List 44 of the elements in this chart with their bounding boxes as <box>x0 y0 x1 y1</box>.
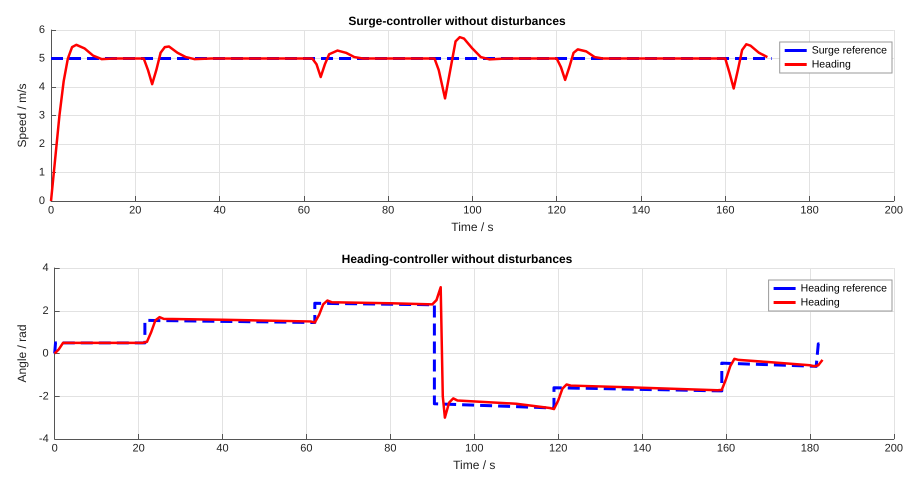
x-tick-label: 180 <box>800 442 820 454</box>
chart-title: Heading-controller without disturbances <box>342 252 573 266</box>
y-tick-label: 2 <box>42 304 49 317</box>
x-tick-label: 40 <box>213 204 226 216</box>
x-tick-label: 120 <box>548 204 566 216</box>
x-tick-label: 200 <box>884 442 904 454</box>
y-tick-label: 2 <box>38 138 46 150</box>
x-tick-label: 140 <box>632 442 652 454</box>
y-tick-label: 4 <box>38 81 46 93</box>
line-series <box>50 36 769 202</box>
chart-title: Surge-controller without disturbances <box>348 14 566 28</box>
x-tick-label: 0 <box>52 442 58 454</box>
x-tick-label: 80 <box>382 204 394 216</box>
y-tick-label: 4 <box>42 262 49 274</box>
x-tick-label: 60 <box>298 204 310 216</box>
x-tick-label: 20 <box>129 204 142 216</box>
legend-label: Heading <box>800 296 840 308</box>
y-tick-label: 5 <box>38 52 46 64</box>
y-axis-title: Speed / m/s <box>15 83 29 148</box>
x-tick-label: 200 <box>884 204 904 216</box>
x-tick-label: 60 <box>300 442 313 454</box>
legend-label: Heading reference <box>800 282 888 294</box>
y-tick-label: -4 <box>38 433 49 445</box>
y-tick-label: 0 <box>38 195 46 207</box>
y-axis-title: Angle / rad <box>15 324 29 383</box>
x-tick-label: 100 <box>465 442 484 454</box>
y-tick-label: -2 <box>38 390 49 402</box>
x-tick-label: 100 <box>463 204 482 216</box>
x-tick-label: 140 <box>632 204 650 216</box>
x-axis-title: Time / s <box>453 458 496 472</box>
x-tick-label: 120 <box>548 442 568 454</box>
x-tick-label: 160 <box>716 204 734 216</box>
x-tick-label: 180 <box>800 204 819 216</box>
y-tick-label: 6 <box>38 24 46 36</box>
x-tick-label: 20 <box>132 442 145 454</box>
y-tick-label: 0 <box>42 348 49 360</box>
x-tick-label: 80 <box>384 442 396 454</box>
y-tick-label: 3 <box>38 110 46 122</box>
y-tick-label: 1 <box>38 166 46 178</box>
x-tick-label: 40 <box>216 442 229 454</box>
legend-label: Surge reference <box>812 44 888 56</box>
legend-label: Heading <box>812 58 851 70</box>
x-axis-title: Time / s <box>451 220 494 234</box>
x-tick-label: 160 <box>716 442 736 454</box>
